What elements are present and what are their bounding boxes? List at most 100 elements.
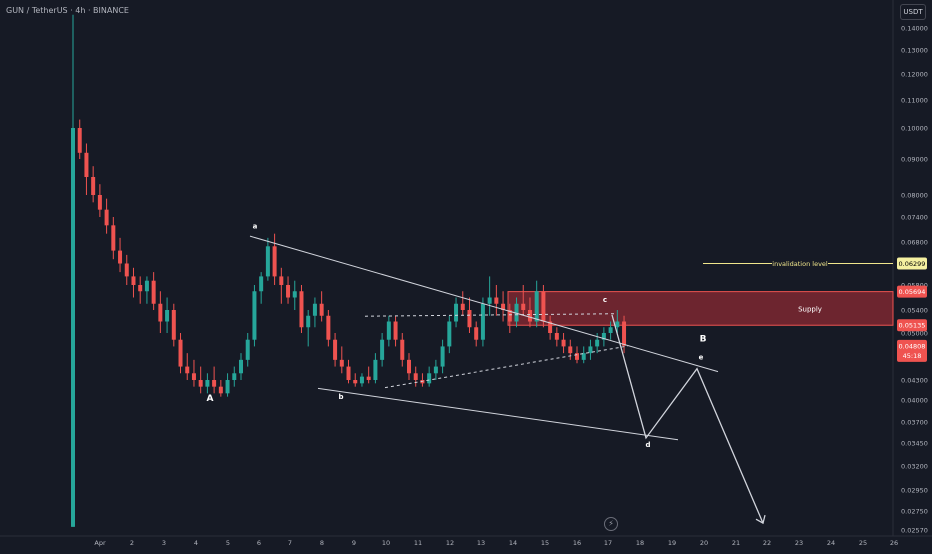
candle-body	[245, 339, 250, 360]
supply-zone	[507, 291, 894, 326]
candle-body	[548, 321, 553, 333]
candle-body	[501, 303, 506, 310]
candle-body	[400, 339, 405, 360]
x-tick-label: 12	[446, 539, 454, 547]
y-tick-label: 0.02750	[901, 508, 928, 516]
candle-body	[427, 373, 432, 384]
invalidation-label: invalidation level	[772, 260, 828, 268]
triangle-lower-dashed	[384, 345, 629, 389]
x-tick-label: 15	[541, 539, 549, 547]
candle-body	[77, 128, 82, 153]
price-badge-invalidation-bg	[897, 257, 927, 270]
candle-body	[487, 297, 492, 304]
wave-label-A: A	[207, 394, 214, 404]
candle-body	[198, 380, 203, 387]
candle-body	[353, 380, 358, 384]
candle-body	[111, 225, 116, 251]
x-tick-label: 5	[226, 539, 230, 547]
currency-selector[interactable]: USDT	[900, 4, 926, 20]
candle-body	[601, 333, 606, 340]
candle-body	[413, 373, 418, 380]
candle-body	[541, 291, 546, 322]
x-tick-label: Apr	[94, 539, 106, 547]
price-badge-current: 0.04808	[899, 342, 926, 350]
candle-body	[312, 303, 317, 316]
candle-body	[239, 359, 243, 374]
y-tick-label: 0.03700	[901, 419, 928, 427]
invalidation-label-bg	[772, 258, 828, 269]
candle-body	[178, 339, 183, 367]
candle-body	[588, 346, 593, 354]
candle-body	[118, 250, 123, 264]
x-tick-label: 4	[194, 539, 198, 547]
candle-body	[212, 380, 217, 387]
candle-body	[272, 246, 277, 277]
y-tick-label: 0.11000	[901, 97, 928, 105]
y-tick-label: 0.14000	[901, 25, 928, 33]
x-tick-label: 18	[636, 539, 644, 547]
candle-body	[319, 303, 324, 316]
candle-body	[534, 291, 539, 322]
candle-body	[144, 280, 149, 292]
candle-body	[467, 310, 472, 328]
candle-body	[265, 246, 270, 277]
price-badge-supply-top: 0.05694	[899, 288, 926, 296]
candle-body	[225, 380, 230, 394]
price-badge-current-bg	[897, 339, 927, 362]
candle-body	[554, 333, 559, 340]
candle-body	[151, 280, 156, 304]
y-tick-label: 0.13000	[901, 47, 928, 55]
y-tick-label: 0.08000	[901, 192, 928, 200]
candle-body	[595, 339, 600, 347]
candle-body	[514, 303, 519, 322]
price-badge-invalidation: 0.06299	[899, 260, 926, 268]
candle-body	[286, 285, 291, 298]
candle-body	[326, 315, 331, 340]
x-tick-label: 23	[795, 539, 803, 547]
y-tick-label: 0.03450	[901, 440, 928, 448]
candle-body	[393, 321, 398, 340]
candle-body	[91, 177, 96, 195]
candle-body	[292, 291, 297, 298]
y-tick-label: 0.05000	[901, 330, 928, 338]
candle-body	[407, 359, 411, 374]
wave-label-d: d	[645, 441, 650, 449]
candle-body	[333, 339, 338, 360]
lightning-icon[interactable]: ⚡	[604, 517, 618, 531]
y-tick-label: 0.09000	[901, 156, 928, 164]
x-tick-label: 8	[320, 539, 324, 547]
candle-body	[581, 353, 586, 360]
candle-body	[622, 321, 627, 346]
candle-body	[608, 327, 613, 333]
candle-body	[97, 195, 102, 210]
x-tick-label: 3	[162, 539, 166, 547]
x-tick-label: 9	[352, 539, 356, 547]
x-tick-label: 10	[382, 539, 390, 547]
y-tick-label: 0.04000	[901, 397, 928, 405]
candle-body	[373, 359, 378, 380]
x-tick-label: 19	[668, 539, 676, 547]
y-tick-label: 0.06800	[901, 239, 928, 247]
candle-body	[460, 303, 465, 310]
supply-label: Supply	[798, 305, 822, 313]
x-tick-label: 2	[130, 539, 134, 547]
candle-body	[205, 380, 210, 387]
candle-countdown: 45:18	[903, 352, 922, 360]
x-tick-label: 25	[859, 539, 867, 547]
candle-body	[252, 291, 257, 340]
candle-body	[71, 128, 75, 527]
candle-body	[171, 310, 176, 340]
wave-label-a: a	[253, 223, 258, 231]
wave-label-c: c	[603, 296, 607, 304]
candle-body	[454, 303, 459, 322]
y-tick-label: 0.02570	[901, 527, 928, 535]
upper-trendline	[249, 235, 719, 373]
candle-body	[386, 321, 391, 340]
candle-body	[447, 321, 452, 347]
x-tick-label: 14	[509, 539, 517, 547]
candle-body	[259, 276, 264, 292]
price-badge-supply-bottom: 0.05135	[899, 322, 926, 330]
candle-body	[185, 366, 190, 374]
x-tick-label: 6	[257, 539, 261, 547]
